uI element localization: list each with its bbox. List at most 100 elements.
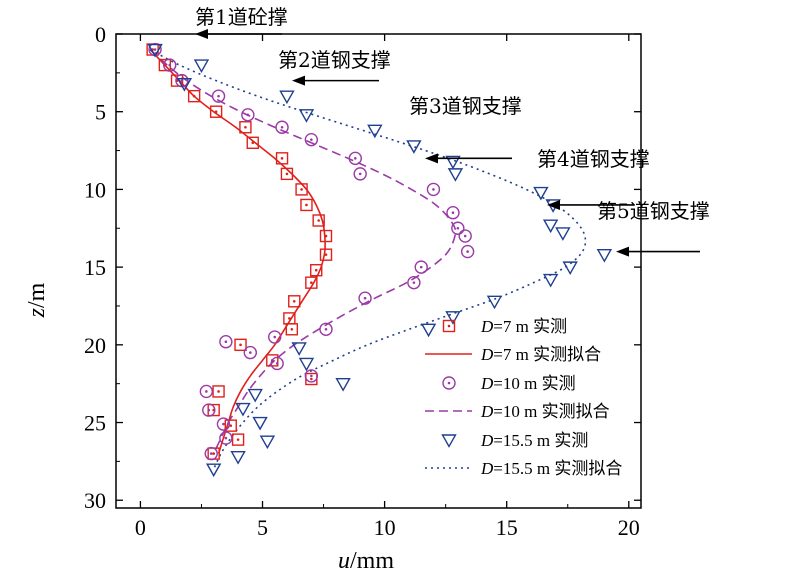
data-point-0 — [319, 248, 333, 261]
data-point-4 — [259, 435, 276, 450]
data-point-2-center — [456, 226, 460, 230]
fit-line-3 — [149, 48, 457, 454]
data-point-2-center — [246, 113, 250, 117]
data-point-0 — [224, 419, 237, 432]
y-tick-label: 15 — [84, 255, 106, 280]
y-tick-label: 5 — [95, 100, 106, 125]
data-point-0 — [285, 323, 299, 336]
support-label: 第5道钢支撑 — [597, 199, 710, 223]
data-point-4 — [542, 273, 559, 288]
support-label: 第1道砼撑 — [195, 5, 288, 29]
data-point-0-center — [244, 125, 247, 129]
data-point-4 — [247, 388, 263, 403]
support-arrow-head — [425, 153, 438, 164]
data-point-4 — [298, 357, 315, 372]
data-point-0 — [209, 105, 223, 118]
data-point-0-center — [217, 390, 220, 393]
legend-label-2: D=10 m 实测 — [480, 374, 576, 393]
data-point-2 — [243, 345, 258, 360]
support-arrow-head — [547, 199, 560, 210]
data-point-2-center — [168, 63, 172, 67]
data-point-0 — [231, 433, 245, 446]
data-point-4 — [176, 78, 193, 92]
data-point-2 — [407, 275, 421, 290]
data-point-0 — [300, 198, 313, 212]
data-point-2 — [348, 151, 363, 166]
support-arrow-head — [616, 246, 629, 257]
x-tick-label: 20 — [618, 515, 640, 540]
data-point-2 — [241, 108, 255, 122]
data-point-4 — [542, 219, 559, 234]
measured-markers — [146, 42, 613, 478]
data-point-4 — [147, 43, 163, 58]
data-point-4 — [335, 377, 351, 392]
data-point-2-center — [224, 436, 228, 440]
data-point-4 — [596, 248, 613, 263]
data-point-2 — [458, 229, 472, 243]
data-point-2-center — [217, 94, 220, 98]
data-point-0 — [234, 338, 247, 352]
data-point-2 — [219, 335, 233, 349]
data-point-2-center — [273, 335, 277, 339]
data-point-2-center — [324, 327, 328, 331]
data-point-2 — [304, 369, 319, 383]
data-point-2 — [353, 167, 367, 181]
legend-label-5: D=15.5 m 实测拟合 — [480, 459, 622, 478]
data-point-0-center — [305, 203, 308, 207]
data-point-0-center — [214, 110, 218, 114]
data-point-2 — [446, 206, 460, 220]
legend-marker-2 — [442, 376, 456, 390]
legend-label-3: D=10 m 实测拟合 — [480, 402, 610, 421]
data-point-2 — [460, 244, 475, 259]
x-tick-label: 5 — [257, 515, 268, 540]
data-point-0-center — [212, 452, 215, 455]
data-point-4 — [445, 311, 461, 325]
support-arrow-head — [292, 75, 305, 86]
data-point-2 — [275, 120, 289, 134]
data-point-0 — [305, 276, 318, 289]
y-tick-label: 30 — [84, 488, 106, 513]
data-point-0-center — [324, 253, 328, 256]
data-point-2-center — [205, 390, 208, 393]
data-point-0-center — [285, 172, 289, 176]
fit-line-5 — [149, 48, 587, 470]
data-point-0-center — [229, 424, 233, 427]
fit-curves — [149, 48, 587, 470]
data-point-0-center — [317, 219, 320, 222]
data-point-2-center — [249, 351, 252, 354]
data-point-4 — [235, 402, 251, 417]
data-point-0 — [288, 295, 301, 308]
support-arrow-head — [195, 29, 208, 39]
data-point-4 — [367, 124, 383, 139]
data-point-2-center — [280, 125, 284, 129]
data-point-2 — [202, 403, 216, 417]
fit-line-1 — [149, 48, 326, 454]
data-point-0-center — [300, 188, 303, 191]
data-point-2-center — [180, 79, 184, 82]
data-point-0 — [275, 152, 289, 165]
x-tick-label: 10 — [374, 515, 396, 540]
y-tick-label: 10 — [84, 177, 106, 202]
data-point-4 — [205, 463, 222, 478]
data-point-0-center — [290, 327, 294, 331]
data-point-4 — [193, 59, 210, 74]
data-point-0-center — [192, 94, 196, 98]
data-point-2-center — [153, 48, 157, 51]
axis-ticks: 0 5 10 15 20 0 5 10 15 20 25 30 — [84, 22, 641, 540]
data-point-4 — [406, 140, 422, 154]
y-tick-label: 0 — [95, 22, 106, 47]
data-point-2-center — [363, 296, 367, 300]
data-point-2 — [451, 221, 465, 235]
data-point-0 — [246, 136, 259, 149]
legend-label-1: D=7 m 实测拟合 — [480, 345, 601, 364]
data-point-2-center — [432, 188, 435, 191]
y-axis-title: z/m — [24, 282, 50, 318]
data-point-0 — [187, 89, 201, 103]
support-label: 第2道钢支撑 — [278, 48, 391, 72]
data-point-2-center — [358, 172, 362, 176]
data-point-0-center — [280, 157, 284, 160]
data-point-0-center — [239, 343, 242, 347]
data-point-4 — [486, 295, 503, 310]
